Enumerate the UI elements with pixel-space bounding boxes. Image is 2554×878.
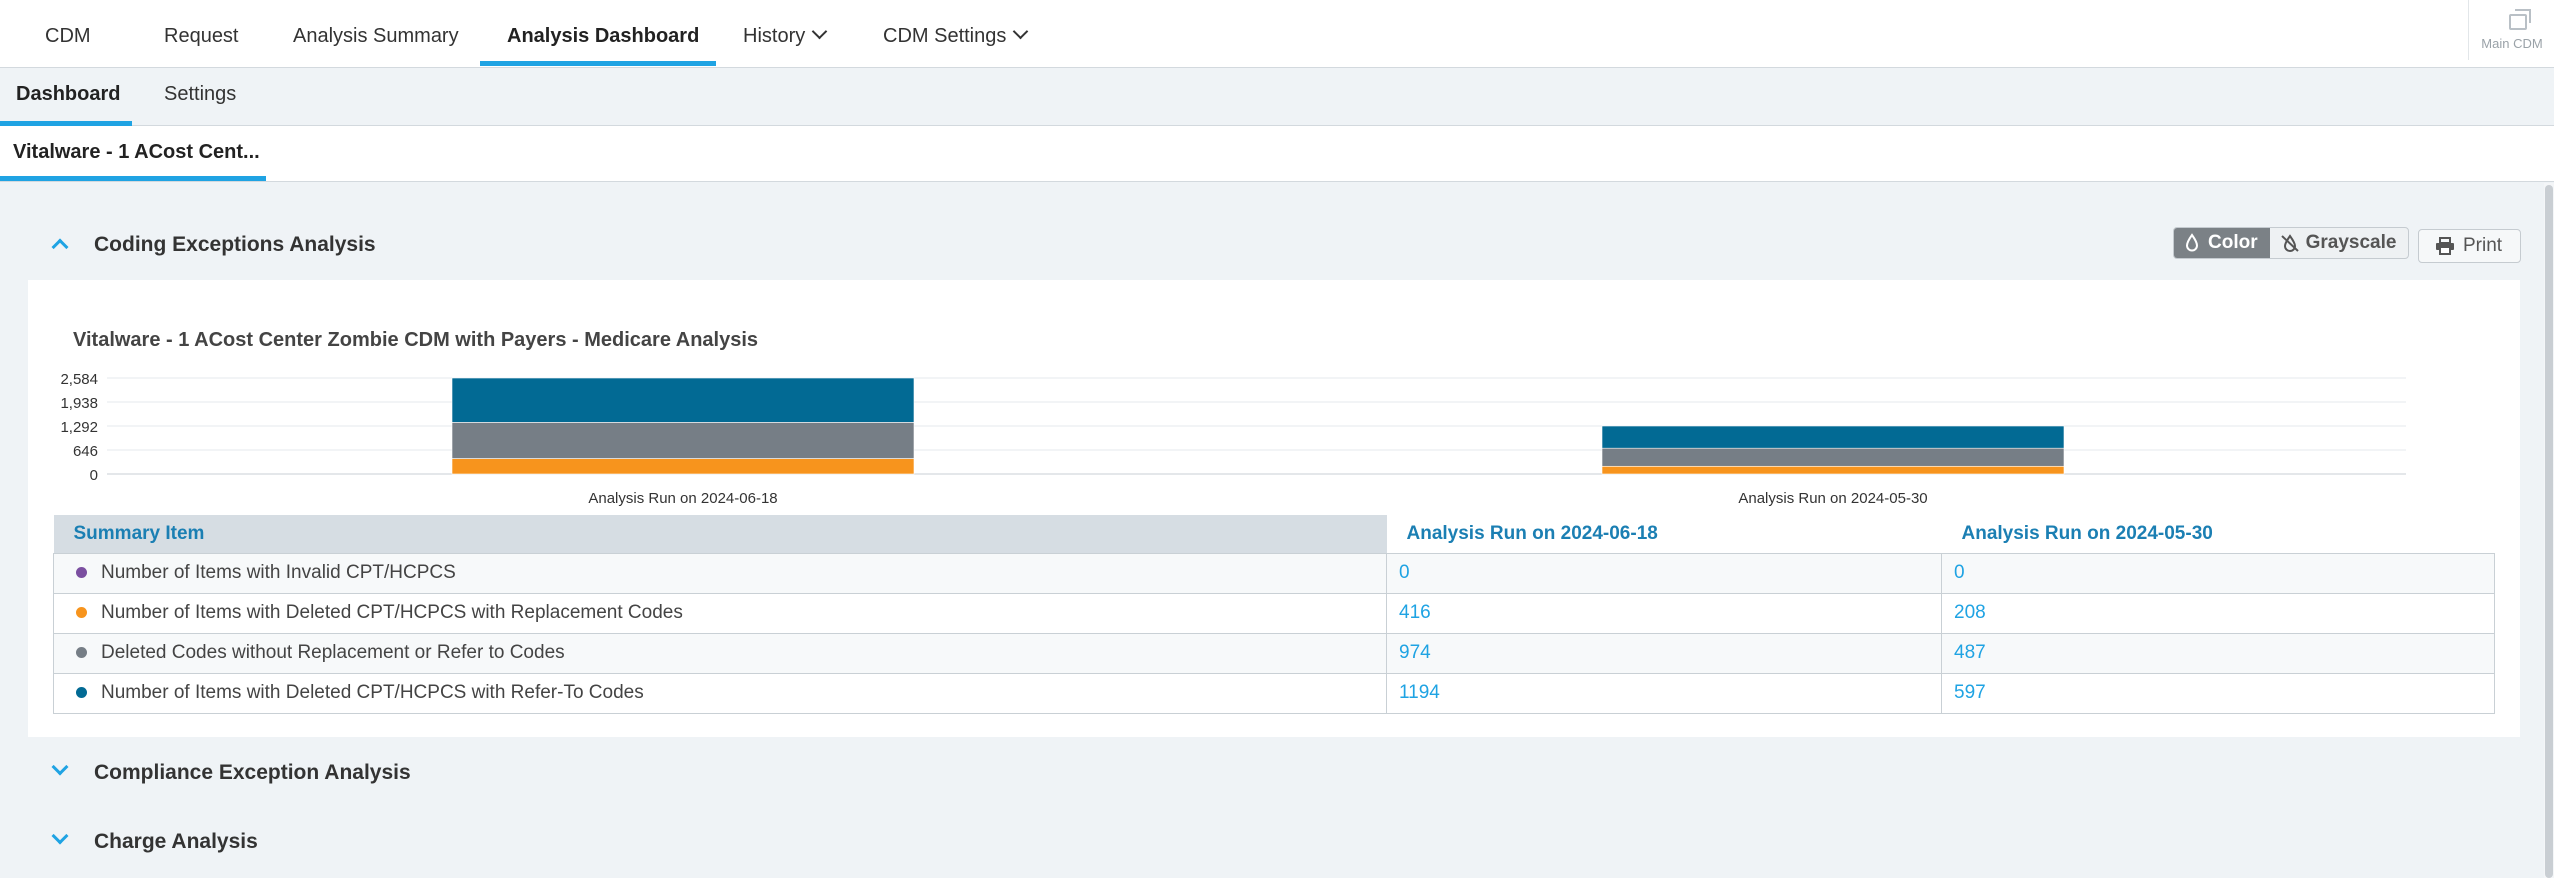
row-label: Number of Items with Deleted CPT/HCPCS w… — [101, 682, 644, 703]
charge-analysis-header[interactable]: Charge Analysis — [0, 822, 1200, 862]
print-button[interactable]: Print — [2418, 229, 2521, 263]
series-color-dot — [76, 687, 87, 698]
row-label-cell: Deleted Codes without Replacement or Ref… — [53, 632, 1387, 674]
header-run-2: Analysis Run on 2024-05-30 — [1941, 515, 2495, 553]
tab-history-label: History — [743, 25, 806, 47]
scrollbar-thumb[interactable] — [2545, 185, 2553, 878]
section-title: Compliance Exception Analysis — [94, 761, 411, 784]
grayscale-button[interactable]: Grayscale — [2270, 228, 2409, 258]
print-button-label: Print — [2463, 235, 2503, 256]
section-title: Coding Exceptions Analysis — [94, 233, 376, 256]
windows-icon — [2515, 9, 2531, 23]
value-run-2[interactable]: 0 — [1941, 552, 2495, 594]
color-button-label: Color — [2208, 232, 2258, 253]
value-run-2[interactable]: 597 — [1941, 672, 2495, 714]
window-icon — [2509, 14, 2527, 30]
summary-table: Summary Item Analysis Run on 2024-06-18 … — [53, 515, 2495, 714]
row-label: Deleted Codes without Replacement or Ref… — [101, 642, 565, 663]
top-nav: CDM Request Analysis Summary Analysis Da… — [0, 0, 2554, 68]
value-run-1[interactable]: 974 — [1386, 632, 1942, 674]
table-row: Deleted Codes without Replacement or Ref… — [53, 632, 2495, 674]
series-color-dot — [76, 647, 87, 658]
tab-cdm-settings-label: CDM Settings — [883, 25, 1007, 47]
document-tab[interactable]: Vitalware - 1 ACost Cent... — [13, 141, 260, 163]
tab-history[interactable]: History — [743, 0, 828, 68]
section-title: Charge Analysis — [94, 830, 258, 853]
row-label-cell: Number of Items with Invalid CPT/HCPCS — [53, 552, 1387, 594]
droplet-slash-icon — [2280, 234, 2299, 252]
color-button[interactable]: Color — [2174, 228, 2270, 258]
sub-nav: Dashboard Settings — [0, 68, 2554, 126]
color-mode-toggle: Color Grayscale — [2173, 227, 2410, 259]
row-label-cell: Number of Items with Deleted CPT/HCPCS w… — [53, 672, 1387, 714]
series-color-dot — [76, 567, 87, 578]
tab-request[interactable]: Request — [164, 25, 239, 47]
value-run-2[interactable]: 487 — [1941, 632, 2495, 674]
row-label: Number of Items with Deleted CPT/HCPCS w… — [101, 602, 683, 623]
value-run-1[interactable]: 1194 — [1386, 672, 1942, 714]
active-subtab-indicator — [0, 121, 132, 126]
active-tab-indicator — [480, 61, 716, 66]
compliance-exception-header[interactable]: Compliance Exception Analysis — [0, 753, 1200, 793]
chevron-down-icon — [811, 23, 828, 40]
chevron-down-icon — [51, 827, 69, 845]
chevron-down-icon — [51, 758, 69, 776]
chevron-down-icon — [1013, 23, 1029, 40]
table-row: Number of Items with Deleted CPT/HCPCS w… — [53, 592, 2495, 634]
tab-settings[interactable]: Settings — [164, 83, 237, 105]
header-summary-item: Summary Item — [53, 515, 1387, 553]
tab-cdm-settings[interactable]: CDM Settings — [883, 0, 1029, 68]
table-row: Number of Items with Invalid CPT/HCPCS 0 0 — [53, 552, 2495, 594]
scrollbar[interactable] — [2544, 183, 2554, 878]
main-cdm-button[interactable]: Main CDM — [2468, 0, 2554, 60]
series-color-dot — [76, 607, 87, 618]
header-run-1: Analysis Run on 2024-06-18 — [1386, 515, 1942, 553]
row-label: Number of Items with Invalid CPT/HCPCS — [101, 562, 456, 583]
droplet-icon — [2185, 233, 2199, 252]
printer-icon — [2436, 237, 2454, 255]
active-doc-indicator — [0, 176, 266, 181]
tab-cdm[interactable]: CDM — [45, 25, 91, 47]
coding-exceptions-header[interactable]: Coding Exceptions Analysis — [0, 225, 1200, 265]
main-cdm-label: Main CDM — [2481, 36, 2543, 51]
document-tab-bar: Vitalware - 1 ACost Cent... — [0, 126, 2554, 182]
grayscale-button-label: Grayscale — [2305, 232, 2397, 253]
row-label-cell: Number of Items with Deleted CPT/HCPCS w… — [53, 592, 1387, 634]
tab-analysis-summary[interactable]: Analysis Summary — [293, 25, 459, 47]
table-row: Number of Items with Deleted CPT/HCPCS w… — [53, 672, 2495, 714]
chevron-up-icon — [51, 238, 69, 256]
tab-dashboard[interactable]: Dashboard — [16, 83, 121, 105]
table-header-row: Summary Item Analysis Run on 2024-06-18 … — [53, 515, 2495, 553]
value-run-1[interactable]: 0 — [1386, 552, 1942, 594]
chart-title: Vitalware - 1 ACost Center Zombie CDM wi… — [73, 329, 759, 351]
tab-analysis-dashboard[interactable]: Analysis Dashboard — [507, 25, 700, 47]
value-run-2[interactable]: 208 — [1941, 592, 2495, 634]
value-run-1[interactable]: 416 — [1386, 592, 1942, 634]
